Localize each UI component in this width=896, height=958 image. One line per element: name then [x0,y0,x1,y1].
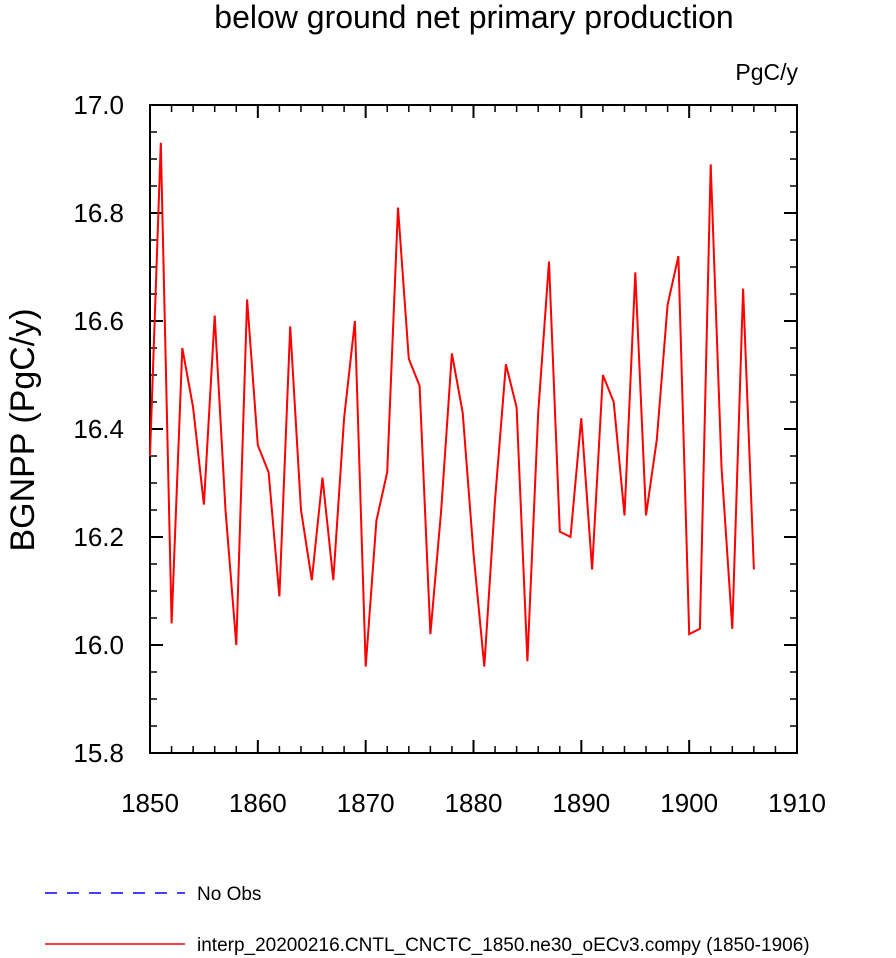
plot-frame [149,104,798,754]
series-layer [149,142,755,667]
y-tick-label: 16.4 [73,414,124,444]
x-tick-label: 1900 [660,788,718,818]
units-label: PgC/y [735,59,798,85]
y-axis-label: BGNPP (PgC/y) [4,308,42,551]
axis-ticks [149,104,798,754]
y-tick-label: 16.6 [73,306,124,336]
chart-title: below ground net primary production [214,0,733,35]
legend: No Obs interp_20200216.CNTL_CNCTC_1850.n… [45,884,810,956]
y-tick-label: 17.0 [73,90,124,120]
y-tick-label: 16.2 [73,522,124,552]
x-tick-label: 1880 [445,788,503,818]
series-line [149,142,755,667]
y-tick-label: 16.0 [73,630,124,660]
x-tick-label: 1890 [552,788,610,818]
x-tick-labels: 1850 1860 1870 1880 1890 1900 1910 [121,788,826,818]
x-tick-label: 1860 [229,788,287,818]
y-tick-label: 16.8 [73,198,124,228]
x-tick-label: 1850 [121,788,179,818]
legend-label-no-obs: No Obs [197,884,261,905]
legend-label-model: interp_20200216.CNTL_CNCTC_1850.ne30_oEC… [197,935,810,956]
x-tick-label: 1870 [337,788,395,818]
y-tick-labels: 15.8 16.0 16.2 16.4 16.6 16.8 17.0 [73,90,124,768]
y-tick-label: 15.8 [73,738,124,768]
x-tick-label: 1910 [768,788,826,818]
